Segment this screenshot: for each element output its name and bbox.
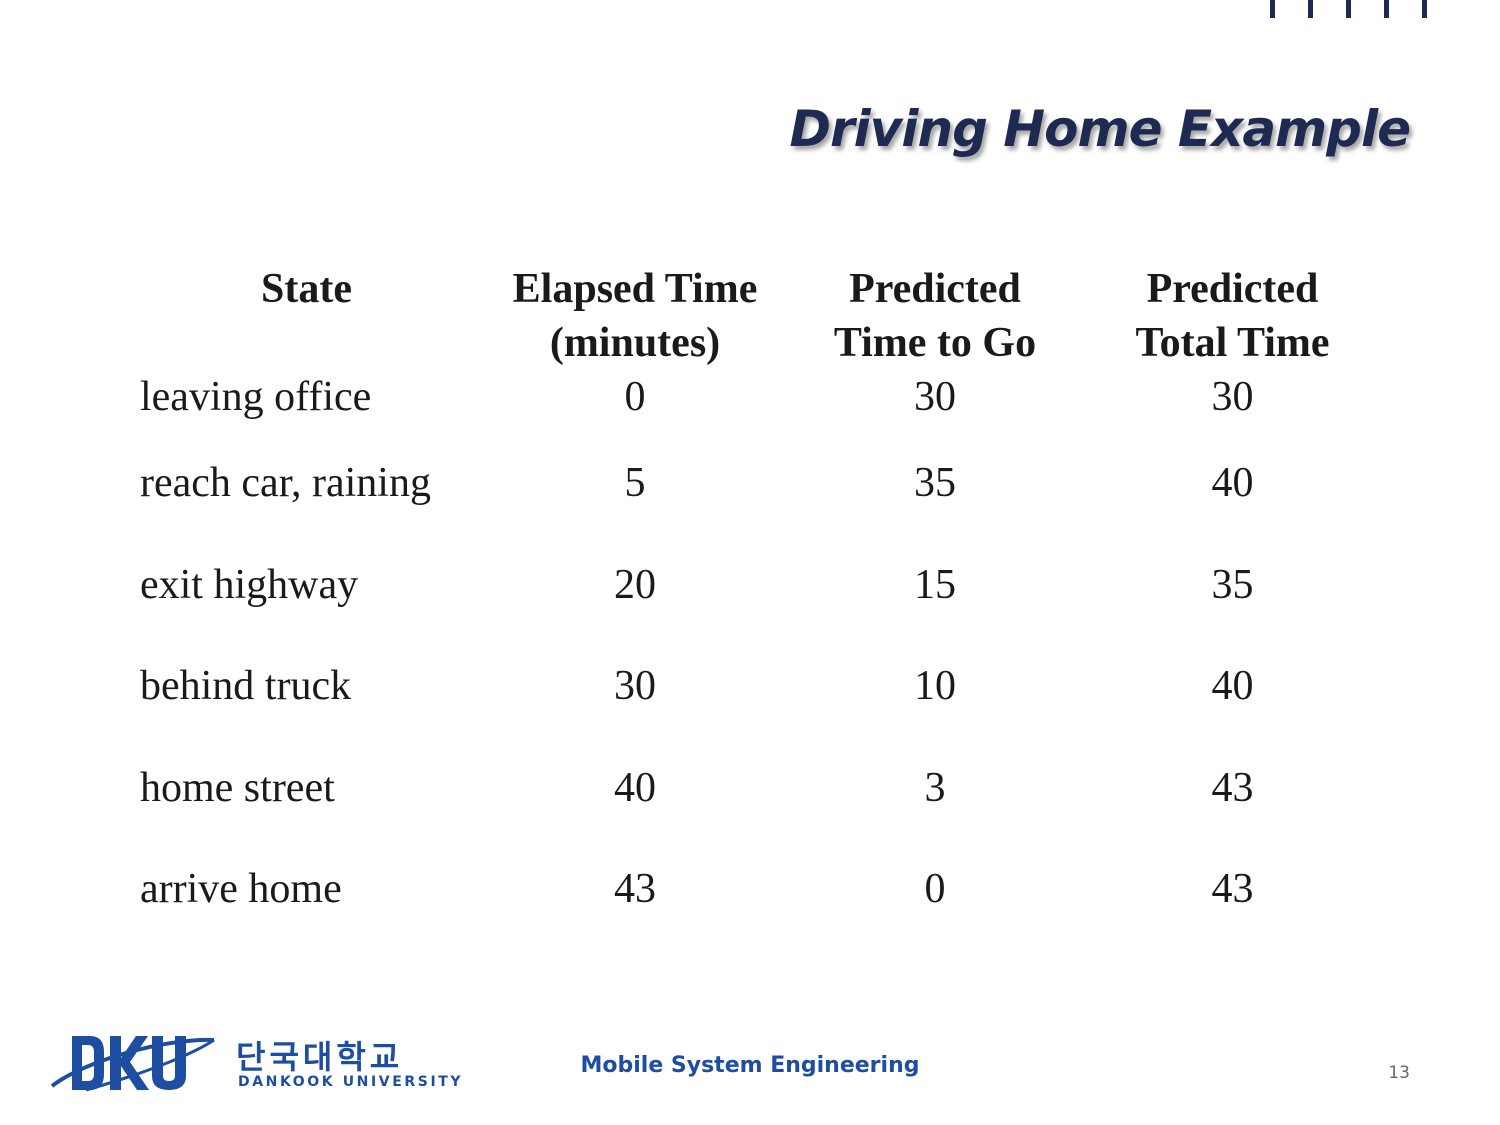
cell-total-time: 30	[1211, 374, 1254, 420]
decorative-tick-marks	[1270, 0, 1430, 22]
cell-time-to-go: 15	[914, 561, 956, 608]
logo-korean-name: 단국대학교	[236, 1038, 404, 1076]
cell-elapsed-time: 20	[614, 561, 656, 608]
cell-elapsed-time: 30	[614, 663, 656, 710]
cell-elapsed-time: 0	[624, 374, 646, 420]
table-row: reach car, raining 5 35 40	[140, 456, 1380, 558]
header-state: State	[261, 266, 352, 312]
footer-course-name: Mobile System Engineering	[580, 1053, 920, 1078]
cell-time-to-go: 3	[924, 764, 946, 811]
table-row: behind truck 30 10 40	[140, 659, 1380, 761]
cell-time-to-go: 35	[914, 460, 956, 506]
cell-state: behind truck	[140, 663, 352, 710]
tick-mark	[1346, 0, 1351, 18]
header-predicted-total-time: Predicted Total Time	[1135, 266, 1330, 366]
tick-mark	[1270, 0, 1275, 18]
cell-state: leaving office	[140, 374, 372, 420]
cell-total-time: 35	[1211, 561, 1254, 608]
tick-mark	[1384, 0, 1389, 18]
slide-title: Driving Home Example	[789, 100, 1411, 158]
table-row: exit highway 20 15 35	[140, 558, 1380, 660]
table-row: arrive home 43 0 43	[140, 862, 1380, 964]
header-predicted-time-to-go: Predicted Time to Go	[833, 266, 1037, 366]
dku-logo-mark-icon	[50, 1036, 215, 1092]
cell-time-to-go: 10	[914, 663, 956, 710]
cell-total-time: 43	[1211, 866, 1254, 913]
table-header-row: State Elapsed Time (minutes) Predicted T…	[140, 262, 1380, 370]
cell-state: arrive home	[140, 866, 342, 913]
cell-total-time: 40	[1211, 460, 1254, 506]
cell-elapsed-time: 40	[614, 764, 656, 811]
cell-state: reach car, raining	[140, 460, 431, 506]
cell-state: home street	[140, 764, 335, 811]
logo-english-name: DANKOOK UNIVERSITY	[238, 1074, 464, 1090]
cell-elapsed-time: 5	[624, 460, 646, 506]
cell-total-time: 40	[1211, 663, 1254, 710]
cell-time-to-go: 30	[914, 374, 956, 420]
page-number: 13	[1388, 1063, 1410, 1083]
table-row: home street 40 3 43	[140, 761, 1380, 863]
cell-time-to-go: 0	[924, 866, 946, 913]
table-row: leaving office 0 30 30	[140, 370, 1380, 456]
cell-state: exit highway	[140, 561, 359, 608]
tick-mark	[1422, 0, 1427, 18]
driving-home-table: State Elapsed Time (minutes) Predicted T…	[140, 262, 1380, 964]
cell-elapsed-time: 43	[614, 866, 656, 913]
dankook-university-logo: 단국대학교 DANKOOK UNIVERSITY	[46, 1030, 461, 1096]
tick-mark	[1308, 0, 1313, 18]
header-elapsed-time: Elapsed Time (minutes)	[512, 266, 758, 366]
cell-total-time: 43	[1211, 764, 1254, 811]
